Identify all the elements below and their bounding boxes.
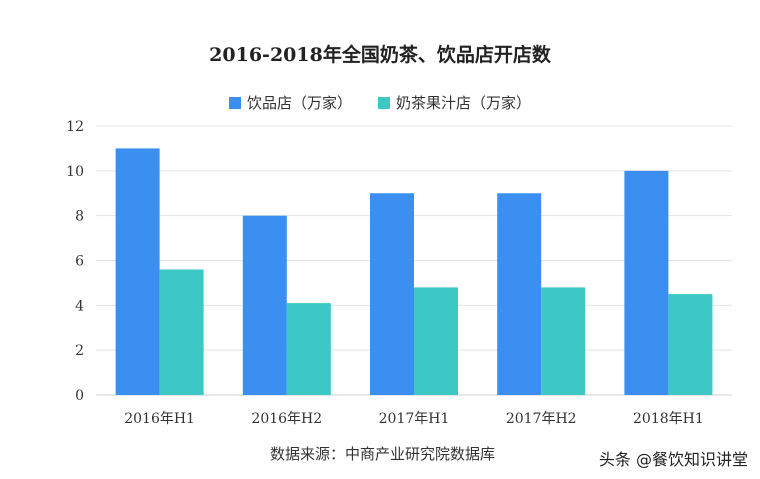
bar-milk-tea-shops-2 bbox=[414, 287, 458, 395]
bar-milk-tea-shops-1 bbox=[286, 303, 331, 395]
legend-label-drink-shops: 饮品店（万家） bbox=[246, 94, 352, 112]
source-note: 数据来源：中商产业研究院数据库 bbox=[270, 445, 496, 463]
y-tick-label: 0 bbox=[75, 388, 84, 404]
chart-title: 2016-2018年全国奶茶、饮品店开店数 bbox=[209, 44, 551, 66]
legend-item-milk-tea-shops: 奶茶果汁店（万家） bbox=[378, 92, 531, 113]
bar-milk-tea-shops-4 bbox=[668, 294, 713, 395]
watermark: 头条 @餐饮知识讲堂 bbox=[598, 450, 748, 469]
bar-drink-shops-4 bbox=[624, 170, 669, 395]
x-tick-label: 2018年H1 bbox=[633, 411, 704, 427]
y-tick-label: 4 bbox=[75, 298, 84, 314]
bar-milk-tea-shops-0 bbox=[159, 269, 204, 395]
legend-item-drink-shops: 饮品店（万家） bbox=[228, 92, 352, 113]
x-tick-label: 2017年H1 bbox=[379, 411, 450, 427]
bar-drink-shops-1 bbox=[242, 215, 287, 395]
y-tick-label: 8 bbox=[75, 209, 84, 225]
bar-drink-shops-3 bbox=[497, 193, 542, 395]
bar-drink-shops-0 bbox=[115, 148, 160, 395]
legend: 饮品店（万家） 奶茶果汁店（万家） bbox=[0, 92, 760, 113]
bar-chart-plot: 0 2 4 6 8 10 12 2016年H1 2016年H2 2017年H1 2017年H2 201… bbox=[66, 119, 732, 427]
legend-swatch-milk-tea-shops bbox=[378, 96, 390, 109]
bar-milk-tea-shops-3 bbox=[541, 287, 586, 395]
legend-label-milk-tea-shops: 奶茶果汁店（万家） bbox=[396, 94, 532, 112]
bar-drink-shops-2 bbox=[370, 193, 414, 395]
legend-swatch-drink-shops bbox=[228, 96, 241, 109]
y-tick-label: 12 bbox=[66, 119, 84, 135]
x-tick-label: 2016年H2 bbox=[251, 411, 322, 427]
x-tick-label: 2016年H1 bbox=[124, 411, 195, 427]
y-tick-label: 6 bbox=[75, 254, 84, 270]
y-tick-label: 2 bbox=[75, 343, 84, 359]
y-tick-label: 10 bbox=[66, 164, 84, 180]
x-tick-label: 2017年H2 bbox=[506, 411, 577, 427]
